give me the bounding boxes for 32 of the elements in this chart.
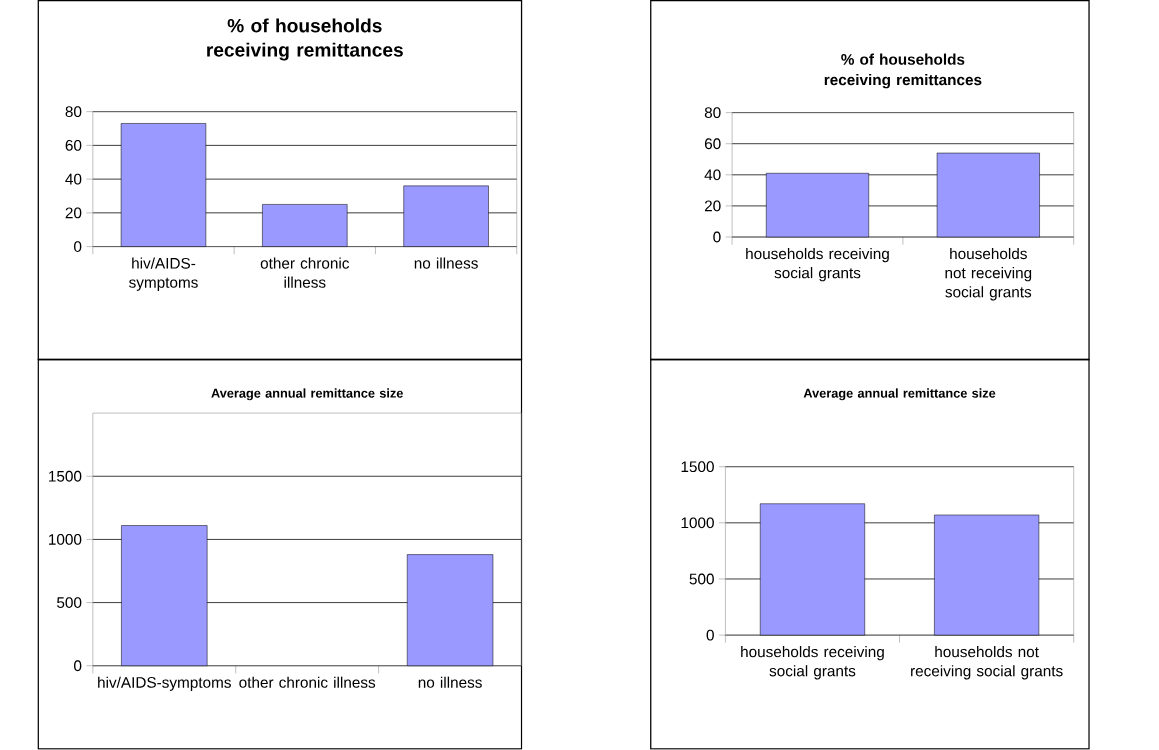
y-tick-label: 0 xyxy=(706,629,714,641)
chart-title: Average annual remittance size xyxy=(803,388,996,401)
x-tick-label: hiv/AIDS-symptoms xyxy=(129,257,198,292)
chart-title: % of households receiving remittances xyxy=(824,53,982,89)
x-tick-label: households receiving social grants xyxy=(746,248,889,282)
y-tick-label: 500 xyxy=(57,597,82,609)
x-tick-label: households not receiving social grants xyxy=(911,646,1063,680)
y-tick-label: 40 xyxy=(704,169,721,181)
chart-title: Average annual remittance size xyxy=(211,388,403,401)
x-tick-label: hiv/AIDS-symptoms xyxy=(98,676,231,692)
y-tick-label: 60 xyxy=(704,138,721,150)
x-tick-label: households not receiving social grants xyxy=(945,248,1032,301)
y-tick-label: 80 xyxy=(704,107,721,119)
y-tick-label: 0 xyxy=(713,231,721,243)
x-tick-label: households receiving social grants xyxy=(741,646,884,680)
y-tick-label: 0 xyxy=(74,660,82,672)
y-tick-label: 80 xyxy=(65,106,82,118)
x-tick-label: other chronic illness xyxy=(239,676,376,689)
y-tick-label: 500 xyxy=(689,573,714,585)
y-tick-label: 1500 xyxy=(49,471,82,482)
y-tick-label: 40 xyxy=(65,173,82,185)
y-tick-label: 60 xyxy=(65,140,82,151)
y-tick-label: 1000 xyxy=(681,517,714,529)
chart-title: % of households receiving remittances xyxy=(207,18,403,61)
y-tick-label: 1000 xyxy=(49,534,82,546)
y-tick-label: 20 xyxy=(704,200,721,212)
y-tick-label: 0 xyxy=(74,241,82,253)
y-tick-label: 1500 xyxy=(681,461,714,473)
x-tick-label: other chronic illness xyxy=(260,257,350,289)
y-tick-label: 20 xyxy=(65,207,82,219)
x-tick-label: no illness xyxy=(414,257,478,269)
x-tick-label: no illness xyxy=(418,676,482,689)
